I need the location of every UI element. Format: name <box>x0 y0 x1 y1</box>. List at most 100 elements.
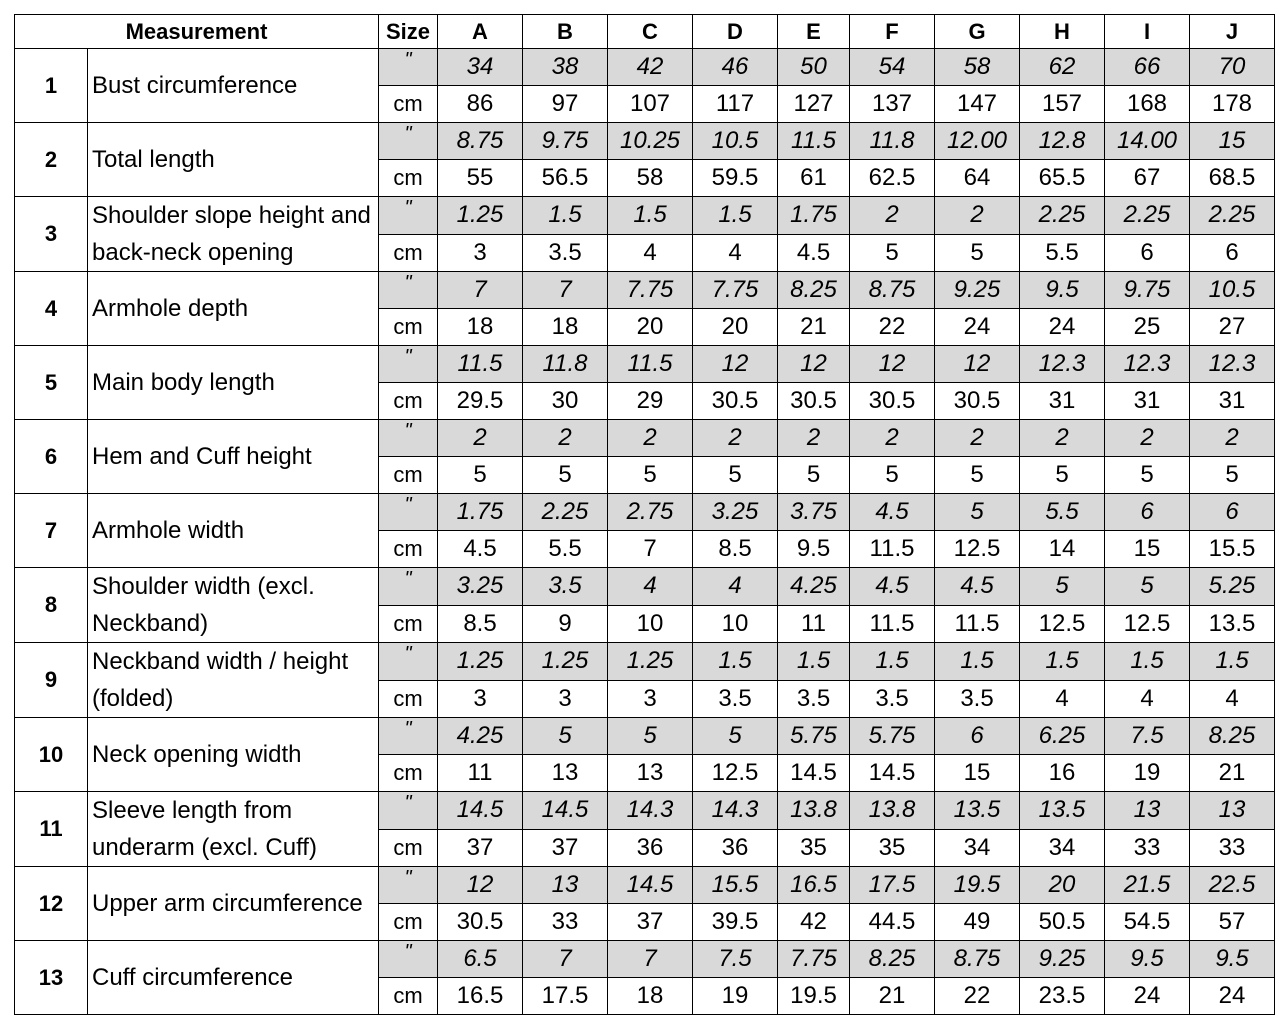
measurement-row-inch: 7 Armhole width " 1.75 2.25 2.75 3.25 3.75 4.5 5 5… <box>14 493 1275 568</box>
measurement-row-inch: 9 Neckband width / height (folded) " 1.25 1.… <box>14 642 1275 718</box>
inch-value-cell: 12.8 <box>1019 122 1105 160</box>
cm-value-cell: 5 <box>1104 456 1190 494</box>
inch-value-cell: 50 <box>777 48 850 86</box>
measurement-row-cm: cm 29.5 30 29 30.5 30.5 30.5 30.5 31 31 31 <box>15 382 1275 420</box>
inch-value-cell: 4.5 <box>849 567 935 606</box>
cm-value-cell: 37 <box>437 828 523 867</box>
cm-value-cell: 5 <box>849 456 935 494</box>
inch-value-cell: 5 <box>522 717 608 755</box>
measurement-row-cm: cm 5 5 5 5 5 5 5 5 5 5 <box>15 456 1275 494</box>
inch-value-cell: 5 <box>1019 567 1105 606</box>
inch-value-cell: 12 <box>437 866 523 904</box>
unit-cm-label: cm <box>378 828 438 867</box>
inch-value-cell: 4.5 <box>934 567 1020 606</box>
inch-value-cell: 15.5 <box>692 866 778 904</box>
inch-value-cell: 12 <box>777 345 850 383</box>
inch-value-cell: 1.5 <box>934 642 1020 681</box>
cm-value-cell: 3 <box>522 679 608 718</box>
measurement-row-inch: 5 Main body length " 11.5 11.8 11.5 12 12 12 12 12… <box>14 345 1275 420</box>
inch-value-cell: 12.3 <box>1019 345 1105 383</box>
cm-value-cell: 14.5 <box>777 754 850 792</box>
cm-value-cell: 9 <box>522 604 608 643</box>
inch-value-cell: 4.25 <box>777 567 850 606</box>
inch-value-cell: 14.5 <box>522 791 608 830</box>
measurement-row-cm: cm 86 97 107 117 127 137 147 157 168 178 <box>15 85 1275 123</box>
cm-value-cell: 57 <box>1189 903 1275 941</box>
inch-value-cell: 70 <box>1189 48 1275 86</box>
measurement-row-cm: cm 37 37 36 36 35 35 34 34 33 33 <box>15 828 1275 867</box>
inch-value-cell: 2 <box>934 419 1020 457</box>
inch-value-cell: 42 <box>607 48 693 86</box>
row-number: 10 <box>14 717 88 792</box>
inch-value-cell: 3.25 <box>437 567 523 606</box>
unit-cm-label: cm <box>378 159 438 197</box>
cm-value-cell: 49 <box>934 903 1020 941</box>
inch-value-cell: 9.5 <box>1019 271 1105 309</box>
measurement-row-inch: 4 Armhole depth " 7 7 7.75 7.75 8.25 8.75 9.25 9.5… <box>14 271 1275 346</box>
inch-value-cell: 12 <box>849 345 935 383</box>
inch-value-cell: 4.5 <box>849 493 935 531</box>
inch-value-cell: 8.75 <box>849 271 935 309</box>
measurement-row-cm: cm 18 18 20 20 21 22 24 24 25 27 <box>15 308 1275 346</box>
row-number: 6 <box>14 419 88 494</box>
inch-value-cell: 5 <box>607 717 693 755</box>
cm-value-cell: 3 <box>437 679 523 718</box>
cm-value-cell: 8.5 <box>437 604 523 643</box>
cm-value-cell: 64 <box>934 159 1020 197</box>
inch-value-cell: 9.25 <box>1019 940 1105 978</box>
measurement-row-cm: cm 55 56.5 58 59.5 61 62.5 64 65.5 67 68.5 <box>15 159 1275 197</box>
inch-value-cell: 1.5 <box>1019 642 1105 681</box>
measurement-row-cm: cm 30.5 33 37 39.5 42 44.5 49 50.5 54.5 57 <box>15 903 1275 941</box>
cm-value-cell: 37 <box>522 828 608 867</box>
cm-value-cell: 11 <box>437 754 523 792</box>
cm-value-cell: 33 <box>1104 828 1190 867</box>
cm-value-cell: 29.5 <box>437 382 523 420</box>
inch-value-cell: 10.5 <box>1189 271 1275 309</box>
size-col-header: I <box>1104 14 1190 49</box>
unit-inch-label: " <box>378 419 438 457</box>
measurement-row-cm: cm 11 13 13 12.5 14.5 14.5 15 16 19 21 <box>15 754 1275 792</box>
cm-value-cell: 12.5 <box>1019 604 1105 643</box>
cm-value-cell: 68.5 <box>1189 159 1275 197</box>
measurement-name: Neck opening width <box>87 717 379 792</box>
cm-value-cell: 168 <box>1104 85 1190 123</box>
inch-value-cell: 2 <box>1104 419 1190 457</box>
inch-value-cell: 2 <box>849 196 935 235</box>
unit-inch-label: " <box>378 122 438 160</box>
cm-value-cell: 5 <box>1189 456 1275 494</box>
cm-value-cell: 5 <box>934 233 1020 272</box>
cm-value-cell: 22 <box>849 308 935 346</box>
inch-value-cell: 1.5 <box>1104 642 1190 681</box>
inch-value-cell: 22.5 <box>1189 866 1275 904</box>
inch-value-cell: 5.5 <box>1019 493 1105 531</box>
unit-inch-label: " <box>378 642 438 681</box>
inch-value-cell: 2.25 <box>522 493 608 531</box>
inch-value-cell: 1.75 <box>437 493 523 531</box>
inch-value-cell: 14.3 <box>607 791 693 830</box>
inch-value-cell: 1.25 <box>437 196 523 235</box>
inch-value-cell: 13.8 <box>777 791 850 830</box>
cm-value-cell: 30.5 <box>692 382 778 420</box>
inch-value-cell: 9.75 <box>1104 271 1190 309</box>
cm-value-cell: 5 <box>522 456 608 494</box>
inch-value-cell: 11.5 <box>437 345 523 383</box>
cm-value-cell: 3 <box>437 233 523 272</box>
size-col-header: A <box>437 14 523 49</box>
inch-value-cell: 1.5 <box>692 642 778 681</box>
measurement-name: Armhole width <box>87 493 379 568</box>
measurement-name: Sleeve length from underarm (excl. Cuff) <box>87 791 379 867</box>
inch-value-cell: 6 <box>934 717 1020 755</box>
cm-value-cell: 61 <box>777 159 850 197</box>
cm-value-cell: 31 <box>1019 382 1105 420</box>
inch-value-cell: 2 <box>849 419 935 457</box>
inch-value-cell: 62 <box>1019 48 1105 86</box>
inch-value-cell: 38 <box>522 48 608 86</box>
size-col-header: J <box>1189 14 1275 49</box>
inch-value-cell: 7.75 <box>607 271 693 309</box>
row-number: 3 <box>14 196 88 272</box>
inch-value-cell: 2.25 <box>1189 196 1275 235</box>
cm-value-cell: 30.5 <box>934 382 1020 420</box>
unit-cm-label: cm <box>378 679 438 718</box>
measurement-table: Measurement Size A B C D E F G H I J 1 Bu… <box>14 14 1275 1015</box>
cm-value-cell: 24 <box>1189 977 1275 1015</box>
